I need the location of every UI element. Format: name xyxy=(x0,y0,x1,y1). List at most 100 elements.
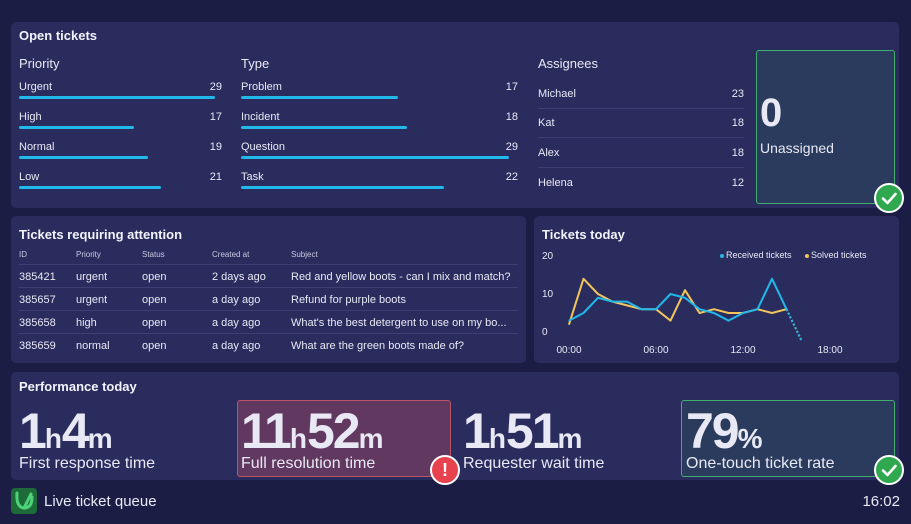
attention-panel xyxy=(11,216,526,363)
priority-label: High xyxy=(19,111,42,123)
priority-value: 17 xyxy=(209,111,222,123)
y-tick-label: 20 xyxy=(542,251,554,262)
priority-title: Priority xyxy=(19,56,60,71)
table-row[interactable]: 385657 urgent open a day ago Refund for purp… xyxy=(19,287,518,310)
unassigned-count: 0 xyxy=(760,91,783,135)
type-row: Problem 17 xyxy=(241,81,518,103)
first-response-label: First response time xyxy=(19,455,156,472)
one-touch-label: One-touch ticket rate xyxy=(686,455,835,472)
col-header-status: Status xyxy=(142,250,165,259)
data-point xyxy=(713,312,715,314)
type-value: 18 xyxy=(505,111,518,123)
ticket-created: 2 days ago xyxy=(212,271,266,283)
x-tick-label: 00:00 xyxy=(556,345,581,356)
assignee-name: Michael xyxy=(538,88,576,100)
series-line-1 xyxy=(568,277,787,325)
ticket-subject: What are the green boots made of? xyxy=(291,340,465,352)
resolution-alert-box xyxy=(237,400,451,477)
ticket-id: 385657 xyxy=(19,294,56,306)
priority-bar xyxy=(19,186,162,189)
data-point xyxy=(597,297,599,299)
type-title: Type xyxy=(241,56,270,71)
data-point xyxy=(582,278,585,280)
performance-title: Performance today xyxy=(19,379,137,394)
ticket-status: open xyxy=(142,317,167,329)
assignee-count: 18 xyxy=(731,117,744,129)
ticket-created: a day ago xyxy=(212,317,261,329)
assignee-count: 23 xyxy=(731,88,744,100)
assignee-row: Michael 23 xyxy=(538,79,744,109)
type-row: Task 22 xyxy=(241,171,518,193)
x-tick-label: 18:00 xyxy=(817,345,842,356)
data-point xyxy=(800,339,802,341)
priority-value: 21 xyxy=(209,171,222,183)
x-tick-label: 12:00 xyxy=(730,345,755,356)
data-point xyxy=(582,312,585,314)
ticket-status: open xyxy=(142,294,167,306)
legend-solved: Solved tickets xyxy=(805,250,867,260)
data-point xyxy=(698,308,701,310)
assignee-row: Kat 18 xyxy=(538,108,744,138)
data-point xyxy=(684,297,686,299)
legend-received: Received tickets xyxy=(720,250,792,260)
y-tick-label: 0 xyxy=(542,327,548,338)
priority-value: 29 xyxy=(209,81,222,93)
y-tick-label: 10 xyxy=(542,289,554,300)
data-point xyxy=(568,320,570,322)
data-point xyxy=(698,312,701,314)
priority-row: Urgent 29 xyxy=(19,81,222,103)
type-value: 29 xyxy=(505,141,518,153)
ticket-id: 385659 xyxy=(19,340,56,352)
type-label: Question xyxy=(241,141,286,153)
ticket-priority: urgent xyxy=(76,294,108,306)
ticket-subject: Refund for purple boots xyxy=(291,294,406,306)
ok-check-icon xyxy=(874,183,904,213)
app-logo-icon xyxy=(11,488,37,514)
table-row[interactable]: 385421 urgent open 2 days ago Red and yellow… xyxy=(19,264,518,287)
type-label: Task xyxy=(241,171,264,183)
requester-wait-label: Requester wait time xyxy=(463,455,605,472)
type-bar xyxy=(241,126,408,129)
data-point xyxy=(742,312,744,314)
ticket-status: open xyxy=(142,340,167,352)
data-point xyxy=(727,312,730,314)
one-touch-value: 79% xyxy=(686,403,763,459)
ticket-id: 385421 xyxy=(19,271,56,283)
data-point xyxy=(684,289,686,291)
type-bar xyxy=(241,96,398,99)
one-touch-ok-box xyxy=(681,400,895,477)
data-point xyxy=(568,323,570,325)
alert-icon: ! xyxy=(430,455,460,485)
assignee-row: Alex 18 xyxy=(538,138,744,168)
data-point xyxy=(785,308,788,310)
data-point xyxy=(655,308,657,310)
type-bar xyxy=(241,156,509,159)
type-value: 17 xyxy=(505,81,518,93)
ticket-created: a day ago xyxy=(212,340,261,352)
data-point xyxy=(771,312,773,314)
assignee-name: Helena xyxy=(538,177,573,189)
data-point xyxy=(727,320,730,322)
table-row[interactable]: 385659 normal open a day ago What are the gr… xyxy=(19,333,518,356)
data-point xyxy=(756,308,759,310)
data-point xyxy=(669,293,672,295)
dashboard-title: Live ticket queue xyxy=(44,493,157,510)
priority-bar xyxy=(19,126,135,129)
clock: 16:02 xyxy=(862,493,900,510)
type-bar xyxy=(241,186,445,189)
ticket-subject: What's the best detergent to use on my b… xyxy=(291,317,507,329)
table-row[interactable]: 385658 high open a day ago What's the best d… xyxy=(19,310,518,333)
type-label: Incident xyxy=(241,111,280,123)
ticket-priority: normal xyxy=(76,340,110,352)
ticket-id: 385658 xyxy=(19,317,56,329)
open-tickets-panel xyxy=(11,22,899,208)
data-point xyxy=(669,320,672,322)
priority-bar xyxy=(19,96,216,99)
data-point xyxy=(626,304,628,306)
series-projection-0 xyxy=(785,308,802,341)
data-point xyxy=(611,301,614,303)
assignee-count: 18 xyxy=(731,147,744,159)
col-header-priority: Priority xyxy=(76,250,101,259)
full-resolution-label: Full resolution time xyxy=(241,455,376,472)
type-row: Question 29 xyxy=(241,141,518,163)
